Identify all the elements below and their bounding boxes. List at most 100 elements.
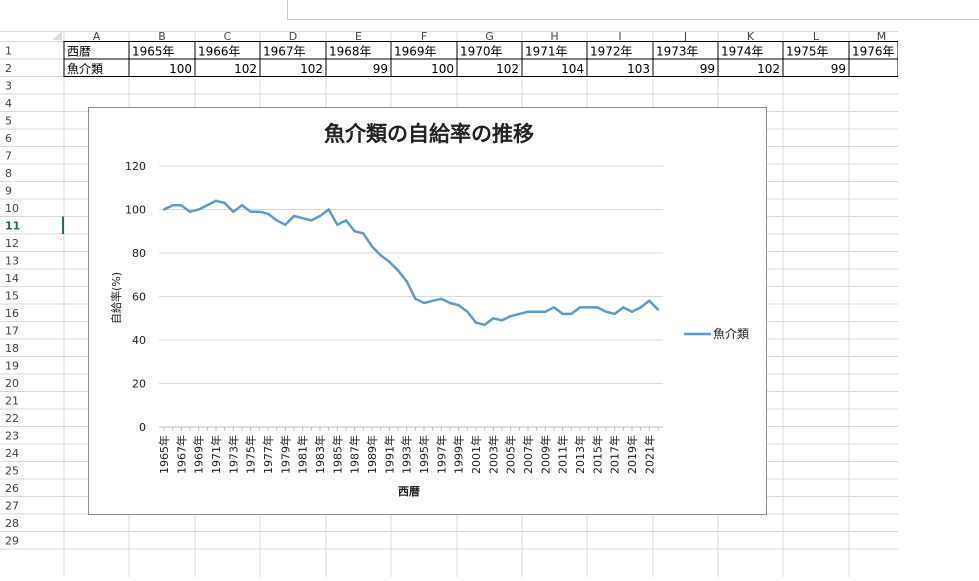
y-tick-label: 40 xyxy=(132,334,146,347)
column-header-F[interactable]: F xyxy=(421,30,427,43)
cell-row2-J[interactable]: 99 xyxy=(700,62,715,76)
row-header-5[interactable]: 5 xyxy=(5,115,12,128)
cell-row2-A[interactable]: 魚介類 xyxy=(67,62,103,76)
cell-row2-B[interactable]: 100 xyxy=(169,62,192,76)
row-header-19[interactable]: 19 xyxy=(5,360,19,373)
cell-row1-D[interactable]: 1967年 xyxy=(263,45,306,59)
row-header-28[interactable]: 28 xyxy=(5,517,19,530)
data-point xyxy=(249,210,252,213)
cell-row2-D[interactable]: 102 xyxy=(300,62,323,76)
cell-row1-K[interactable]: 1974年 xyxy=(721,45,764,59)
row-header-1[interactable]: 1 xyxy=(5,45,12,58)
sheet-right-edge xyxy=(898,30,979,581)
column-header-H[interactable]: H xyxy=(550,30,558,43)
cell-row2-G[interactable]: 102 xyxy=(496,62,519,76)
row-header-18[interactable]: 18 xyxy=(5,342,19,355)
cell-row1-M[interactable]: 1976年 xyxy=(852,45,895,59)
cell-row1-B[interactable]: 1965年 xyxy=(132,45,175,59)
row-header-6[interactable]: 6 xyxy=(5,132,12,145)
select-all-corner[interactable] xyxy=(52,31,62,40)
data-point xyxy=(266,212,270,216)
row-header-9[interactable]: 9 xyxy=(5,185,12,198)
row-header-4[interactable]: 4 xyxy=(5,97,12,110)
line-chart[interactable]: 魚介類の自給率の推移 自給率(%) 西暦 魚介類 0 20 40 60 80 100 120… xyxy=(88,107,767,515)
x-tick-label: 2017年 xyxy=(608,435,622,474)
cell-row1-E[interactable]: 1968年 xyxy=(329,45,372,59)
data-point xyxy=(292,214,296,218)
data-point xyxy=(578,306,582,309)
data-point xyxy=(180,203,183,207)
x-tick-label: 2005年 xyxy=(504,435,518,474)
cell-row2-C[interactable]: 102 xyxy=(234,62,257,76)
cell-row2-I[interactable]: 103 xyxy=(627,62,650,76)
row-header-15[interactable]: 15 xyxy=(5,290,19,303)
row-header-12[interactable]: 12 xyxy=(5,237,19,250)
x-tick-label: 2009年 xyxy=(538,435,552,474)
series-line xyxy=(163,199,659,327)
column-header-A[interactable]: A xyxy=(93,30,101,43)
column-header-J[interactable]: J xyxy=(683,30,687,43)
x-tick-label: 1965年 xyxy=(157,435,171,474)
column-header-M[interactable]: M xyxy=(877,30,887,43)
cell-row1-J[interactable]: 1973年 xyxy=(656,45,699,59)
row-header-3[interactable]: 3 xyxy=(5,80,12,93)
x-tick-label: 1975年 xyxy=(244,435,258,474)
column-header-E[interactable]: E xyxy=(355,30,362,43)
row-header-26[interactable]: 26 xyxy=(5,482,19,495)
data-point xyxy=(318,214,322,218)
cell-row1-I[interactable]: 1972年 xyxy=(590,45,633,59)
column-header-D[interactable]: D xyxy=(289,30,297,43)
row-header-29[interactable]: 29 xyxy=(5,535,19,548)
cell-row2-E[interactable]: 99 xyxy=(373,62,388,76)
column-header-B[interactable]: B xyxy=(158,30,166,43)
cell-row2-K[interactable]: 102 xyxy=(757,62,780,76)
x-tick-label: 1997年 xyxy=(434,435,448,474)
row-header-8[interactable]: 8 xyxy=(5,167,12,180)
column-header-I[interactable]: I xyxy=(618,30,621,43)
data-point xyxy=(344,219,348,222)
row-header-2[interactable]: 2 xyxy=(5,62,12,75)
row-header-7[interactable]: 7 xyxy=(5,150,12,163)
row-header-23[interactable]: 23 xyxy=(5,430,19,443)
data-point xyxy=(188,210,192,213)
column-header-L[interactable]: L xyxy=(813,30,820,43)
cell-row2-H[interactable]: 104 xyxy=(561,62,584,76)
row-header-24[interactable]: 24 xyxy=(5,447,19,460)
x-tick-label: 1983年 xyxy=(313,435,327,474)
x-tick-label: 2007年 xyxy=(521,435,535,474)
formula-bar[interactable] xyxy=(287,0,979,20)
row-header-22[interactable]: 22 xyxy=(5,412,19,425)
row-header-27[interactable]: 27 xyxy=(5,500,19,513)
data-point xyxy=(370,245,374,248)
column-header-G[interactable]: G xyxy=(485,30,494,43)
cell-row1-G[interactable]: 1970年 xyxy=(460,45,503,59)
row-header-20[interactable]: 20 xyxy=(5,377,19,390)
data-point xyxy=(613,312,616,316)
x-tick-label: 1989年 xyxy=(365,435,379,474)
data-point xyxy=(214,199,218,202)
cell-row1-C[interactable]: 1966年 xyxy=(198,45,241,59)
column-header-K[interactable]: K xyxy=(747,30,755,43)
data-point xyxy=(544,310,547,313)
cell-row1-L[interactable]: 1975年 xyxy=(786,45,829,59)
row-header-10[interactable]: 10 xyxy=(5,202,19,215)
data-point xyxy=(379,253,382,257)
data-point xyxy=(232,210,235,213)
data-point xyxy=(466,310,469,313)
cell-row1-H[interactable]: 1971年 xyxy=(525,45,568,59)
row-header-14[interactable]: 14 xyxy=(5,272,19,285)
row-header-17[interactable]: 17 xyxy=(5,325,19,338)
row-header-16[interactable]: 16 xyxy=(5,307,19,320)
cell-row2-L[interactable]: 99 xyxy=(831,62,846,76)
row-header-25[interactable]: 25 xyxy=(5,465,19,478)
cell-row2-F[interactable]: 100 xyxy=(431,62,454,76)
data-point xyxy=(622,306,625,309)
cell-row1-A[interactable]: 西暦 xyxy=(67,45,91,59)
column-header-C[interactable]: C xyxy=(224,30,232,43)
x-tick-label: 1973年 xyxy=(226,435,240,474)
row-header-21[interactable]: 21 xyxy=(5,395,19,408)
data-point xyxy=(353,230,356,233)
cell-row1-F[interactable]: 1969年 xyxy=(394,45,437,59)
row-header-11[interactable]: 11 xyxy=(5,220,20,233)
row-header-13[interactable]: 13 xyxy=(5,255,19,268)
